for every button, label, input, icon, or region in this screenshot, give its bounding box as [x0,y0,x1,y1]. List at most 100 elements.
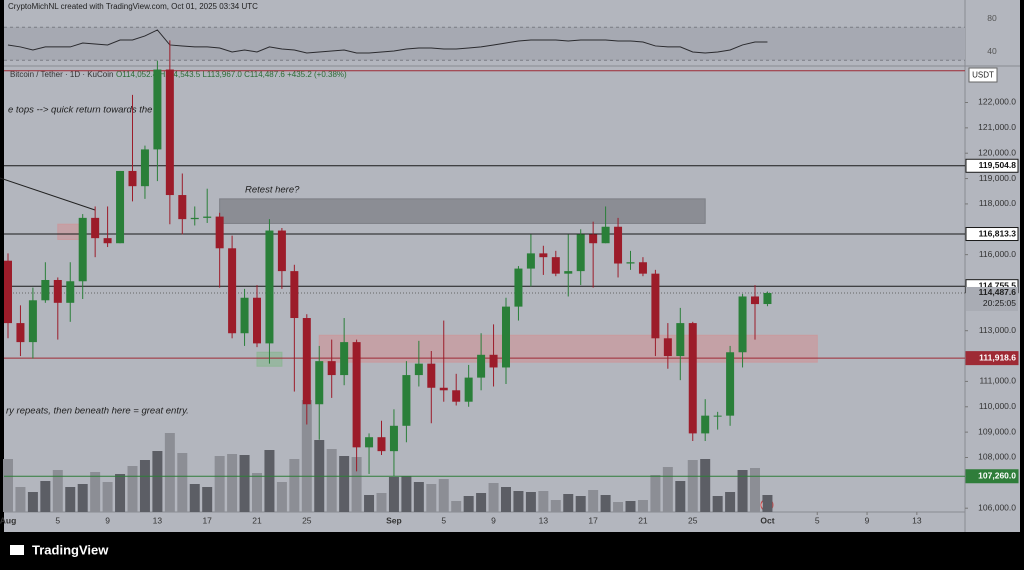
y-tick-label: 113,000.0 [979,325,1016,335]
candle-body [28,300,37,343]
candle-body [103,238,112,244]
candle-body [626,262,635,264]
volume-bar [364,495,375,512]
candle-body [464,377,473,402]
y-tick-label: 116,000.0 [979,249,1016,259]
candle-body [389,425,398,452]
price-label-box [965,469,1019,484]
y-tick-label: 106,000.0 [978,502,1016,512]
candle-body [614,226,623,264]
volume-bar [177,453,188,512]
volume-bar [588,490,599,512]
y-tick-label: 122,000.0 [978,97,1016,107]
volume-bar [152,451,163,512]
footer: TradingView [32,542,109,557]
volume-bar [737,470,748,512]
candle-body [66,281,75,303]
candle-body [165,69,174,196]
candle-body [701,415,710,434]
volume-bar [463,496,474,512]
annotation: e tops --> quick return towards the [8,105,152,116]
candle-body [502,306,510,368]
volume-bar [513,491,524,512]
candle-body [240,297,249,334]
candle-body [340,342,349,376]
volume-bar [40,481,51,512]
volume-bar [214,456,225,512]
candle-body [228,248,237,334]
candle-body [352,342,361,448]
candle-body [414,363,423,376]
x-tick-label: Oct [760,515,774,525]
rsi-line [7,29,768,54]
candle-body [16,323,25,343]
volume-bar [438,479,449,512]
candle-body [53,279,62,303]
candle-body [4,260,12,324]
footer-logo [10,545,24,555]
volume-bar [613,502,624,512]
rsi-tick-label: 80 [987,13,997,23]
price-label: 114,755.5 [979,280,1017,290]
volume-bar [575,496,586,512]
volume-bar [501,487,511,512]
volume-bar [687,460,698,512]
rsi-tick-label: 40 [987,46,997,56]
candle-body [713,415,722,417]
volume-bar [376,493,387,512]
candle-body [190,217,199,220]
x-tick-label: 17 [588,515,598,525]
volume-bar [3,459,13,512]
volume-bar [675,481,686,512]
volume-bar [712,496,723,512]
volume-bar [164,433,175,512]
volume-bar [538,491,549,512]
last-price-box [966,286,1018,311]
volume-bar [339,456,350,512]
candle-body [551,257,560,274]
volume-bar [525,492,536,512]
candle-body [140,149,149,187]
candle-body [116,170,125,244]
annotation: Retest here? [245,185,300,196]
x-tick-label: 9 [865,515,870,525]
volume-bar [289,459,300,512]
volume-bar [102,482,113,512]
volume-bar [276,482,287,512]
x-tick-label: 5 [55,515,60,525]
volume-bar [90,472,101,512]
volume-bar [563,494,574,512]
volume-bar [65,487,76,512]
volume-bar [401,476,412,512]
candle-body [302,318,311,405]
candle-body [688,323,697,434]
candle-body [377,437,386,452]
volume-bar [52,470,63,512]
candle-body [290,271,299,319]
currency-box[interactable] [968,67,998,83]
candle-body [514,268,523,307]
price-label-box [965,227,1019,242]
volume-bar [139,460,150,512]
legend-ohlc: O114,052.4 H114,543.5 L113,967.0 C114,48… [116,70,347,79]
candle-body [91,217,100,239]
candle-body [726,352,735,416]
candle-body [402,375,411,426]
candle-body [327,361,336,376]
y-tick-label: 111,000.0 [979,376,1016,386]
candle-body [638,262,647,274]
volume-bar [127,466,138,512]
header: CryptoMichNL created with TradingView.co… [8,2,258,11]
candle-body [651,273,660,339]
y-tick-label: 120,000.0 [978,147,1016,157]
candle-body [439,387,448,391]
candle-body [427,363,436,388]
candle-body [601,226,610,244]
last-price-label: 114,487.6 [979,287,1017,297]
candle-body [763,292,772,305]
volume-bar [662,467,673,512]
candle-body [215,216,224,249]
volume-bar [650,475,661,512]
